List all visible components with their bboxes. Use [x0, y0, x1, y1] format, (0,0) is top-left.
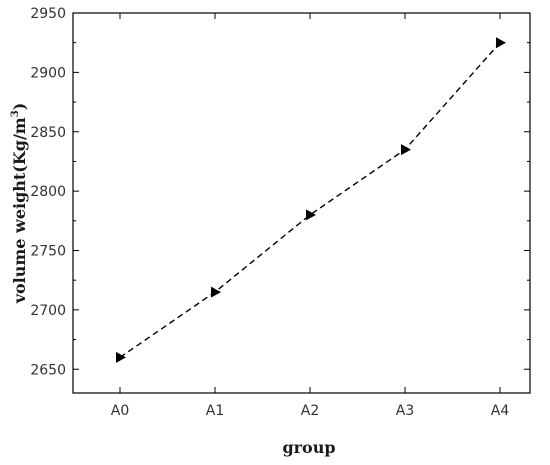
data-point-marker — [401, 144, 411, 156]
y-axis-title-main: volume weight(Kg/m — [10, 117, 29, 304]
tick-marks — [73, 12, 530, 393]
y-tick-label: 2850 — [30, 125, 66, 141]
x-tick-labels: A0 A1 A2 A3 A4 — [111, 403, 510, 419]
data-point-marker — [306, 209, 316, 221]
plot-frame — [72, 12, 531, 394]
y-tick-label: 2650 — [30, 362, 66, 378]
data-point-marker — [116, 351, 126, 363]
y-tick-label: 2950 — [30, 6, 66, 22]
y-axis-title-close: ) — [10, 103, 29, 111]
y-tick-labels: 2650 2700 2750 2800 2850 2900 2950 — [30, 6, 66, 378]
y-tick-label: 2900 — [30, 65, 66, 81]
y-tick-label: 2700 — [30, 303, 66, 319]
y-axis-title-sup: 3 — [10, 110, 21, 117]
data-point-marker — [211, 286, 221, 298]
series-group — [116, 37, 506, 363]
x-tick-label: A0 — [111, 403, 129, 419]
x-tick-label: A2 — [301, 403, 319, 419]
y-tick-label: 2800 — [30, 184, 66, 200]
x-tick-label: A3 — [396, 403, 414, 419]
y-axis-title: volume weight(Kg/m3) — [10, 103, 29, 305]
data-point-marker — [496, 37, 506, 49]
series-line — [119, 42, 501, 358]
x-tick-label: A4 — [491, 403, 510, 419]
y-tick-label: 2750 — [30, 244, 66, 260]
x-tick-label: A1 — [206, 403, 224, 419]
x-axis-title: group — [282, 438, 335, 457]
